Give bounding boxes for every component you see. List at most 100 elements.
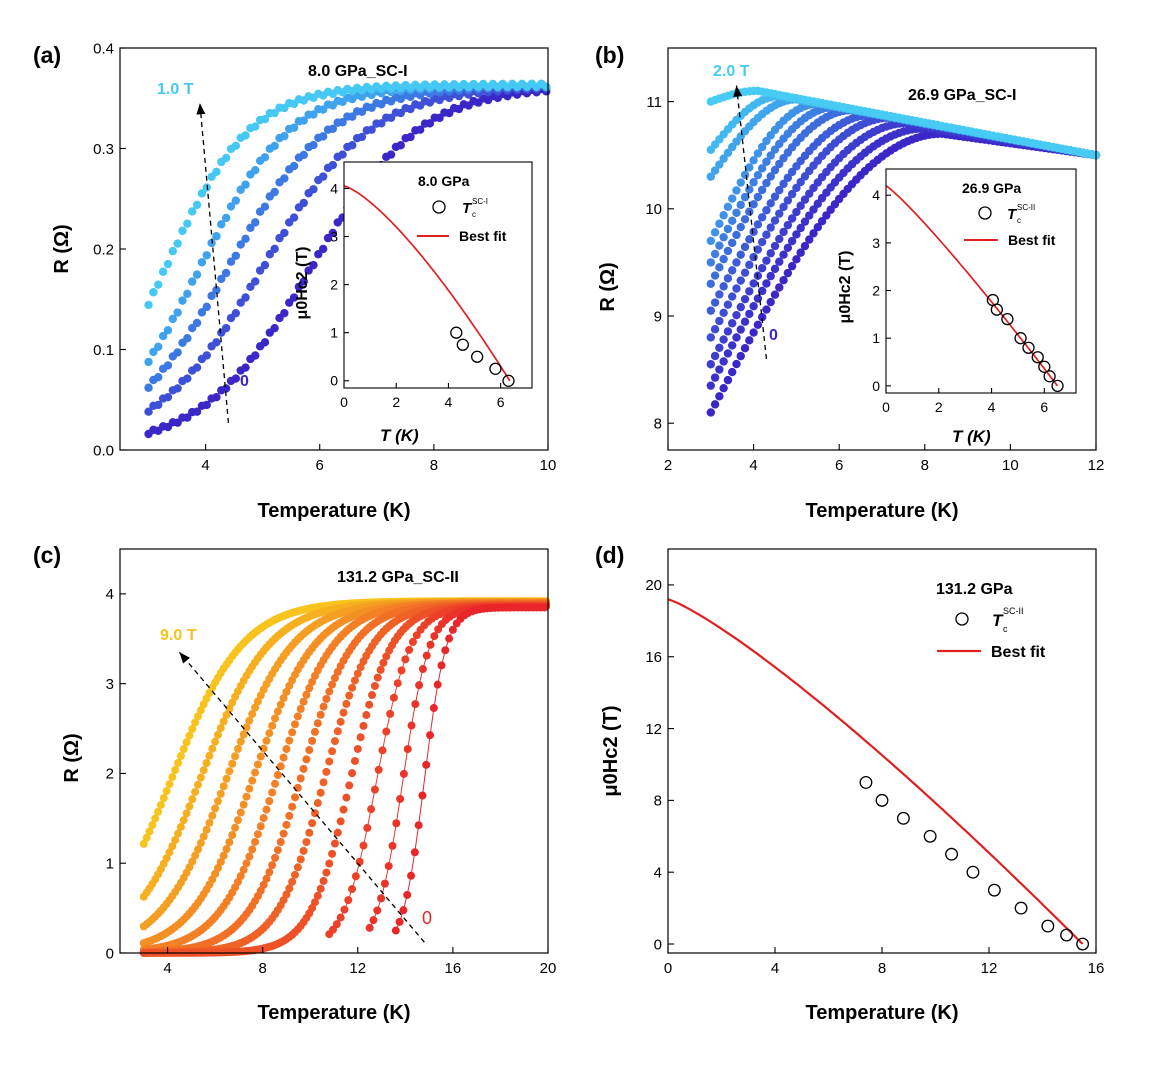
panel-b-arrow-head <box>733 85 743 97</box>
panel-b-data-point <box>757 185 767 195</box>
panel-b-data-point <box>723 224 733 234</box>
panel-b-data-point <box>770 290 780 299</box>
panel-b-data-point <box>783 196 793 205</box>
panel-a-data-point <box>192 407 202 416</box>
panel-a-data-point <box>154 400 163 410</box>
panel-b-data-point <box>715 343 724 352</box>
panel-b-data-point <box>762 178 771 188</box>
panel-a-data-point <box>192 318 202 328</box>
panel-a-data-point <box>207 238 216 248</box>
panel-c-data-point <box>231 823 240 832</box>
panel-c-data-point <box>319 876 328 885</box>
panel-b-inset-bg <box>886 169 1076 393</box>
panel-a-data-point <box>289 161 299 171</box>
panel-a-data-point <box>251 218 260 227</box>
panel-c-data-point <box>262 874 271 883</box>
panel-b-data-point <box>706 408 715 417</box>
panel-b-data-point <box>770 241 780 251</box>
panel-b-data-point <box>706 172 715 181</box>
panel-d-legend-tc-main: T <box>992 611 1004 630</box>
panel-c-data-point <box>251 837 260 846</box>
panel-c-data-point <box>322 694 331 703</box>
panel-b-frame <box>667 47 1097 451</box>
panel-a-y-tick-label: 0.2 <box>93 241 114 258</box>
panel-a-inset-data-point <box>502 374 515 387</box>
panel-c-data-point <box>291 720 300 729</box>
panel-a-data-point <box>144 300 153 310</box>
panel-c-data-point <box>259 814 268 823</box>
panel-d-title: 131.2 GPa <box>936 581 1013 598</box>
panel-b-data-point <box>762 136 771 146</box>
panel-a-data-point <box>231 308 241 318</box>
panel-c-data-point <box>236 808 245 817</box>
panel-c-data-point <box>205 818 214 827</box>
panel-a-data-point <box>241 363 250 372</box>
panel-b-inset-legend-tc-sup: SC-II <box>1017 203 1035 212</box>
panel-b-data-point <box>740 317 750 326</box>
panel-a-data-point <box>221 323 231 333</box>
panel-c-data-point <box>239 865 248 874</box>
panel-b-data-point <box>728 292 737 301</box>
panel-c-data-point <box>299 697 308 706</box>
panel-c-data-point <box>325 859 334 868</box>
panel-d-y-tick-label: 0 <box>654 936 662 953</box>
panel-b-data-point <box>719 308 728 318</box>
panel-a-arrow-head <box>196 103 206 115</box>
panel-b-data-point <box>792 255 801 264</box>
panel-c-data-point <box>356 733 365 742</box>
panel-b-data-point <box>740 192 750 202</box>
panel-a-data-point <box>202 183 211 192</box>
panel-b-data-point <box>736 351 745 361</box>
panel-c-data-point <box>313 799 322 808</box>
panel-c-data-point <box>305 684 314 693</box>
panel-d-legend-tc: T <box>992 611 1004 630</box>
panel-a-data-point <box>318 132 328 141</box>
panel-b-data-point <box>710 400 720 409</box>
panel-label-c: (c) <box>33 542 61 568</box>
panel-c-data-point <box>325 687 334 696</box>
panel-c-series-line <box>328 606 547 935</box>
panel-c-data-point <box>348 769 357 778</box>
panel-c-data-point <box>265 797 274 806</box>
panel-b-data-point <box>753 294 763 303</box>
panel-d-data-point <box>923 829 937 843</box>
panel-b-data-point <box>749 328 758 337</box>
panel-c-data-point <box>253 760 262 769</box>
panel-c-data-point <box>370 681 379 690</box>
panel-a-data-point <box>173 384 182 393</box>
panel-b-data-point <box>706 279 715 289</box>
panel-c-data-point <box>185 802 194 811</box>
panel-b-data-point <box>749 156 758 165</box>
panel-b-data-point <box>809 229 818 238</box>
panel-c-data-point <box>345 781 354 790</box>
panel-b-data-point <box>753 320 763 330</box>
panel-a-data-point <box>226 257 236 266</box>
panel-a-inset-data-point <box>450 326 463 339</box>
panel-b-data-point <box>723 274 733 283</box>
panel-d-data-point <box>1041 919 1055 933</box>
panel-c-data-point <box>350 756 359 765</box>
panel-c-data-point <box>268 721 277 730</box>
panel-b-data-point <box>719 254 728 264</box>
panel-d-data-point <box>966 865 980 879</box>
panel-b-data-point <box>775 185 784 195</box>
panel-c-data-point <box>391 926 400 935</box>
panel-c-data-point <box>336 817 345 826</box>
panel-a-data-point <box>241 131 250 140</box>
panel-a-data-point <box>255 266 265 275</box>
panel-c-data-point <box>191 787 200 796</box>
panel-d-data-point <box>875 793 889 807</box>
panel-c-data-point <box>268 861 277 870</box>
panel-b-data-point <box>757 263 767 273</box>
panel-b-data-point <box>715 241 724 250</box>
panel-a-data-point <box>187 277 197 286</box>
panel-b-data-point <box>787 189 797 199</box>
panel-c-data-point <box>259 744 268 753</box>
panel-a-data-point <box>309 185 318 194</box>
panel-a-data-point <box>241 293 250 302</box>
panel-c-data-point <box>279 694 288 703</box>
panel-label-b: (b) <box>595 42 624 68</box>
panel-a-x-ticks: 4 6 8 10 <box>201 444 556 474</box>
panel-b-data-point <box>775 283 784 292</box>
panel-a-data-point <box>270 187 279 197</box>
